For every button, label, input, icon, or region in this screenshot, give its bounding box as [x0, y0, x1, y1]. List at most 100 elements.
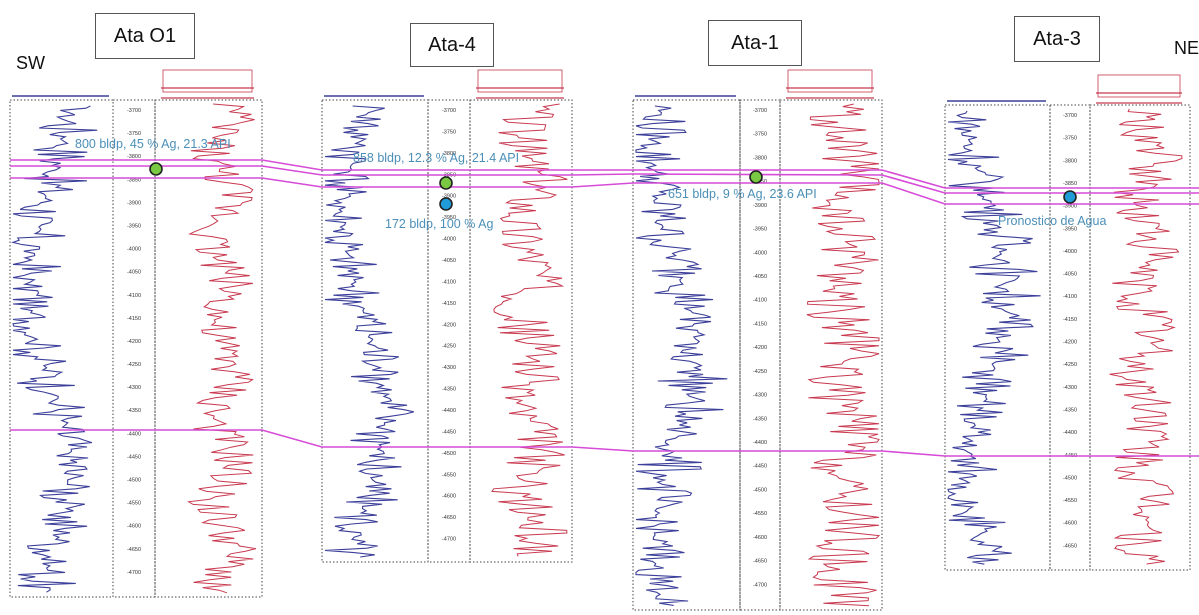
depth-tick-label: -4100 — [1063, 294, 1077, 300]
depth-tick-label: -4600 — [127, 524, 141, 530]
test-result-ata-1: 651 bldp, 9 % Ag, 23.6 API — [668, 187, 817, 201]
oil-test-marker — [439, 176, 453, 190]
depth-tick-label: -4350 — [1063, 407, 1077, 413]
gamma-ray-curve — [947, 110, 1041, 565]
depth-tick-label: -3900 — [1063, 204, 1077, 210]
depth-tick-label: -3950 — [1063, 226, 1077, 232]
depth-tick-label: -4500 — [753, 487, 767, 493]
well-log-ata-4: -3700-3750-3800-3850-3900-3950-4000-4050… — [321, 69, 573, 563]
depth-tick-label: -4250 — [1063, 362, 1077, 368]
depth-tick-label: -3950 — [442, 215, 456, 221]
depth-tick-label: -4350 — [127, 408, 141, 414]
depth-tick-label: -4700 — [127, 570, 141, 576]
depth-tick-label: -4300 — [127, 385, 141, 391]
depth-tick-label: -4050 — [127, 270, 141, 276]
correlation-line — [10, 429, 1199, 457]
depth-tick-label: -4400 — [753, 440, 767, 446]
correlation-line — [10, 165, 1199, 194]
depth-tick-label: -4200 — [442, 322, 456, 328]
depth-tick-label: -4500 — [1063, 475, 1077, 481]
depth-tick-label: -4400 — [127, 431, 141, 437]
depth-tick-label: -3900 — [127, 200, 141, 206]
depth-track — [1049, 104, 1091, 571]
depth-tick-label: -4000 — [753, 250, 767, 256]
oil-test-marker — [149, 162, 163, 176]
well-log-ata-o1: -3700 -3750 -3800 -3850 -3900 -3950 -4000 -4050… — [9, 69, 263, 598]
depth-tick-label: -4250 — [442, 344, 456, 350]
depth-tick-label: -3900 — [753, 203, 767, 209]
depth-tick-label: -4700 — [753, 582, 767, 588]
depth-tick-label: -4700 — [442, 537, 456, 543]
depth-tick-label: -4500 — [127, 478, 141, 484]
depth-tick-label: -4600 — [753, 535, 767, 541]
depth-tick-label: -4300 — [753, 393, 767, 399]
depth-tick-label: -3850 — [127, 177, 141, 183]
depth-tick-label: -4500 — [442, 451, 456, 457]
resistivity-curve — [187, 103, 257, 594]
depth-tick-label: -3700 — [127, 108, 141, 114]
gamma-ray-curve — [11, 105, 98, 593]
test-result-ata-4-upper: 858 bldp, 12.3 % Ag, 21.4 API — [353, 151, 519, 165]
depth-tick-label: -3850 — [1063, 181, 1077, 187]
depth-tick-label: -4100 — [127, 293, 141, 299]
depth-tick-label: -4550 — [127, 501, 141, 507]
depth-tick-label: -4250 — [127, 362, 141, 368]
depth-tick-label: -4300 — [1063, 385, 1077, 391]
sw-label: SW — [16, 53, 45, 73]
depth-track — [739, 99, 781, 611]
depth-tick-label: -3700 — [442, 108, 456, 114]
depth-tick-label: -4050 — [442, 258, 456, 264]
resistivity-curve — [1109, 108, 1183, 565]
depth-tick-label: -4050 — [753, 274, 767, 280]
depth-tick-label: -4650 — [127, 547, 141, 553]
depth-tick-label: -4350 — [753, 416, 767, 422]
resistivity-curve — [491, 103, 568, 557]
test-result-ata-o1: 800 bldp, 45 % Ag, 21.3 API — [75, 137, 231, 151]
gamma-ray-curve — [324, 105, 414, 558]
correlation-line — [10, 177, 1199, 205]
depth-tick-label: -3900 — [442, 194, 456, 200]
depth-tick-label: -4450 — [127, 454, 141, 460]
depth-tick-label: -4400 — [1063, 430, 1077, 436]
resistivity-track — [469, 99, 573, 563]
well-title-ata-1: Ata-1 — [708, 20, 802, 66]
depth-tick-label: -4000 — [1063, 249, 1077, 255]
correlation-line — [10, 159, 1199, 189]
depth-tick-label: -3950 — [127, 223, 141, 229]
depth-tick-label: -4150 — [753, 321, 767, 327]
depth-tick-label: -4150 — [442, 301, 456, 307]
well-log-ata-1: -3700-3750-3800-3850-3900-3950-4000-4050… — [632, 69, 883, 611]
depth-tick-label: -3800 — [127, 154, 141, 160]
depth-tick-label: -3750 — [1063, 136, 1077, 142]
resistivity-track — [154, 99, 263, 598]
res-header-box — [1097, 74, 1181, 98]
depth-tick-label: -4550 — [753, 511, 767, 517]
depth-tick-label: -4400 — [442, 408, 456, 414]
res-header-box — [787, 69, 873, 93]
water-test-marker — [439, 197, 453, 211]
depth-tick-label: -3750 — [753, 132, 767, 138]
depth-tick-label: -3750 — [127, 131, 141, 137]
depth-tick-label: -4200 — [1063, 340, 1077, 346]
depth-tick-label: -4150 — [1063, 317, 1077, 323]
test-result-ata-4-lower: 172 bldp, 100 % Ag — [385, 217, 493, 231]
depth-tick-label: -4350 — [442, 387, 456, 393]
well-title-ata-o1: Ata O1 — [95, 13, 195, 59]
resistivity-track — [779, 99, 883, 611]
depth-tick-label: -3800 — [442, 151, 456, 157]
depth-tick-label: -3950 — [753, 227, 767, 233]
depth-tick-label: -4650 — [753, 559, 767, 565]
depth-tick-label: -4100 — [753, 298, 767, 304]
res-header-box — [162, 69, 253, 93]
depth-tick-label: -4650 — [442, 515, 456, 521]
depth-tick-label: -4600 — [442, 494, 456, 500]
depth-tick-label: -4200 — [127, 339, 141, 345]
resistivity-curve — [806, 103, 881, 607]
well-title-ata-4: Ata-4 — [410, 23, 494, 67]
depth-tick-label: -3800 — [753, 155, 767, 161]
depth-tick-label: -4100 — [442, 279, 456, 285]
depth-tick-label: -4300 — [442, 365, 456, 371]
resistivity-track — [1089, 104, 1191, 571]
gr-track — [632, 99, 741, 611]
